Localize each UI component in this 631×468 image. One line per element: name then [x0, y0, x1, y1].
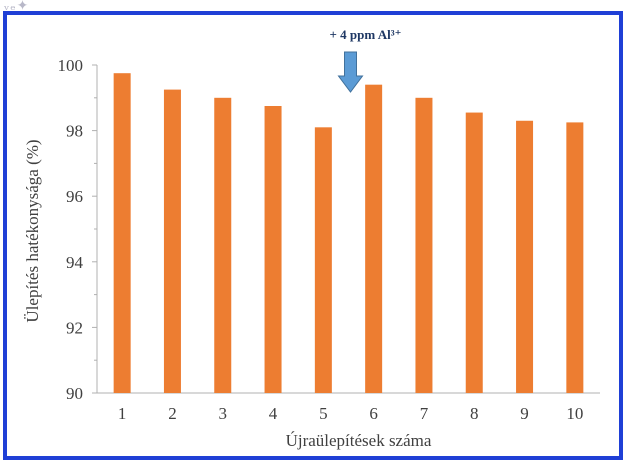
- bars-layer: [113, 73, 584, 394]
- y-tick-label: 92: [66, 318, 83, 337]
- x-tick-label: 10: [566, 404, 583, 423]
- bar-9: [516, 120, 534, 393]
- x-tick-label: 2: [168, 404, 177, 423]
- labels-layer: 90 92 94 96 98 100 1 2 3 4 5 6 7 8 9 10 Újraülepítések s…: [23, 56, 583, 450]
- x-tick-label: 7: [420, 404, 429, 423]
- y-tick-label: 94: [66, 253, 84, 272]
- x-tick-label: 9: [520, 404, 529, 423]
- bar-4: [264, 106, 282, 393]
- bar-3: [214, 97, 232, 394]
- y-axis-title: Ülepítés hatékonysága (%): [23, 139, 42, 322]
- y-tick-label: 98: [66, 122, 83, 141]
- x-tick-label: 8: [470, 404, 479, 423]
- bar-7: [415, 97, 433, 394]
- bar-8: [465, 112, 483, 393]
- annotation-text: + 4 ppm Al³⁺: [330, 27, 402, 42]
- bar-1: [113, 73, 131, 393]
- logo-fragment: ᵥₑ✦: [4, 0, 30, 14]
- x-tick-label: 4: [269, 404, 278, 423]
- bar-6: [365, 84, 383, 394]
- x-tick-label: 1: [118, 404, 127, 423]
- annotation-layer: + 4 ppm Al³⁺: [330, 27, 402, 93]
- bar-5: [314, 127, 332, 393]
- down-arrow-icon: [337, 51, 364, 93]
- y-tick-label: 100: [58, 56, 84, 75]
- x-tick-label: 6: [369, 404, 378, 423]
- y-tick-label: 90: [66, 384, 83, 403]
- x-axis-title: Újraülepítések száma: [286, 431, 432, 450]
- bar-10: [566, 122, 584, 394]
- x-tick-label: 5: [319, 404, 328, 423]
- x-tick-label: 3: [219, 404, 228, 423]
- bar-2: [163, 89, 181, 393]
- y-tick-label: 96: [66, 187, 83, 206]
